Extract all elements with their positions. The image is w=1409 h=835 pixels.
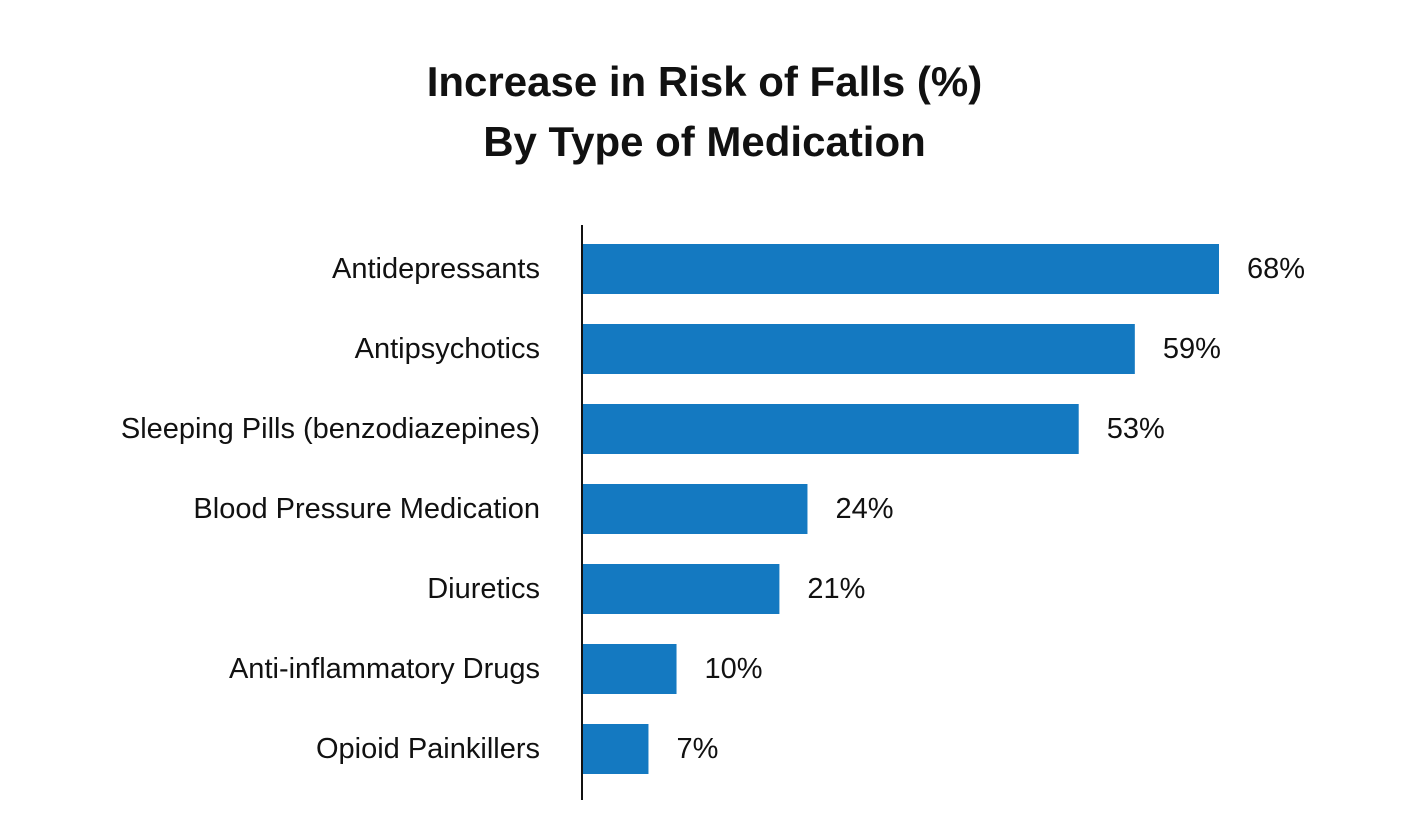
bar-1 <box>583 244 1219 294</box>
bar-7 <box>583 724 649 774</box>
value-label-2: 59% <box>1163 333 1221 365</box>
bar-3 <box>583 404 1079 454</box>
bar-5 <box>583 564 780 614</box>
value-label-1: 68% <box>1247 253 1305 285</box>
bar-6 <box>583 644 677 694</box>
category-label-1: Antidepressants <box>332 253 540 285</box>
category-label-6: Anti-inflammatory Drugs <box>229 653 540 685</box>
value-label-5: 21% <box>807 573 865 605</box>
category-label-2: Antipsychotics <box>355 333 540 365</box>
bar-2 <box>583 324 1135 374</box>
chart-title-line-1: Increase in Risk of Falls (%) <box>426 58 983 105</box>
category-label-4: Blood Pressure Medication <box>193 493 540 525</box>
value-label-4: 24% <box>835 493 893 525</box>
category-label-7: Opioid Painkillers <box>316 733 540 765</box>
bar-4 <box>583 484 808 534</box>
value-label-7: 7% <box>676 733 718 765</box>
chart-subtitle: By Type of Medication <box>483 118 926 165</box>
value-label-6: 10% <box>705 653 763 685</box>
chart-title: Increase in Risk of Falls (%) By Type of… <box>0 52 1409 172</box>
category-label-3: Sleeping Pills (benzodiazepines) <box>121 413 540 445</box>
value-label-3: 53% <box>1107 413 1165 445</box>
category-label-5: Diuretics <box>427 573 540 605</box>
